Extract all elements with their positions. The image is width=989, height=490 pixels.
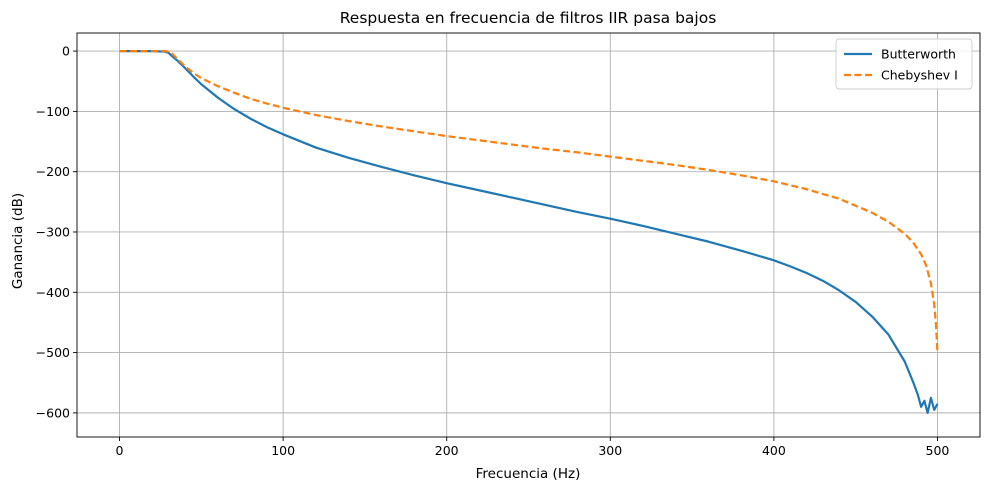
x-tick-label: 300: [598, 443, 622, 458]
legend-label: Butterworth: [881, 47, 956, 62]
x-axis-label: Frecuencia (Hz): [476, 466, 581, 482]
y-axis-label: Ganancia (dB): [10, 193, 26, 289]
y-tick-label: −600: [36, 405, 70, 420]
legend-box: [835, 38, 973, 90]
y-tick-label: −500: [36, 345, 70, 360]
x-tick-label: 0: [116, 443, 124, 458]
plot-frame: [76, 32, 981, 438]
x-tick-label: 400: [762, 443, 786, 458]
series-layer: [119, 49, 939, 414]
y-tick-label: −300: [36, 224, 70, 239]
legend: Butterworth Chebyshev I: [835, 38, 973, 90]
y-tick-label: 0: [62, 44, 70, 59]
legend-label: Chebyshev I: [881, 68, 958, 83]
series-line-butterworth: [119, 49, 939, 414]
y-tick-label: −100: [36, 104, 70, 119]
y-axis-ticks: 0 −100 −200 −300 −400 −500 −600: [36, 44, 77, 420]
x-tick-label: 500: [926, 443, 950, 458]
series-line-chebyshev-i: [119, 49, 939, 353]
y-tick-label: −400: [36, 285, 70, 300]
x-tick-label: 200: [435, 443, 459, 458]
x-axis-ticks: 0 100 200 300 400 500: [116, 437, 950, 458]
y-tick-label: −200: [36, 164, 70, 179]
grid: [77, 33, 980, 437]
chart-title: Respuesta en frecuencia de filtros IIR p…: [340, 9, 717, 27]
x-tick-label: 100: [271, 443, 295, 458]
